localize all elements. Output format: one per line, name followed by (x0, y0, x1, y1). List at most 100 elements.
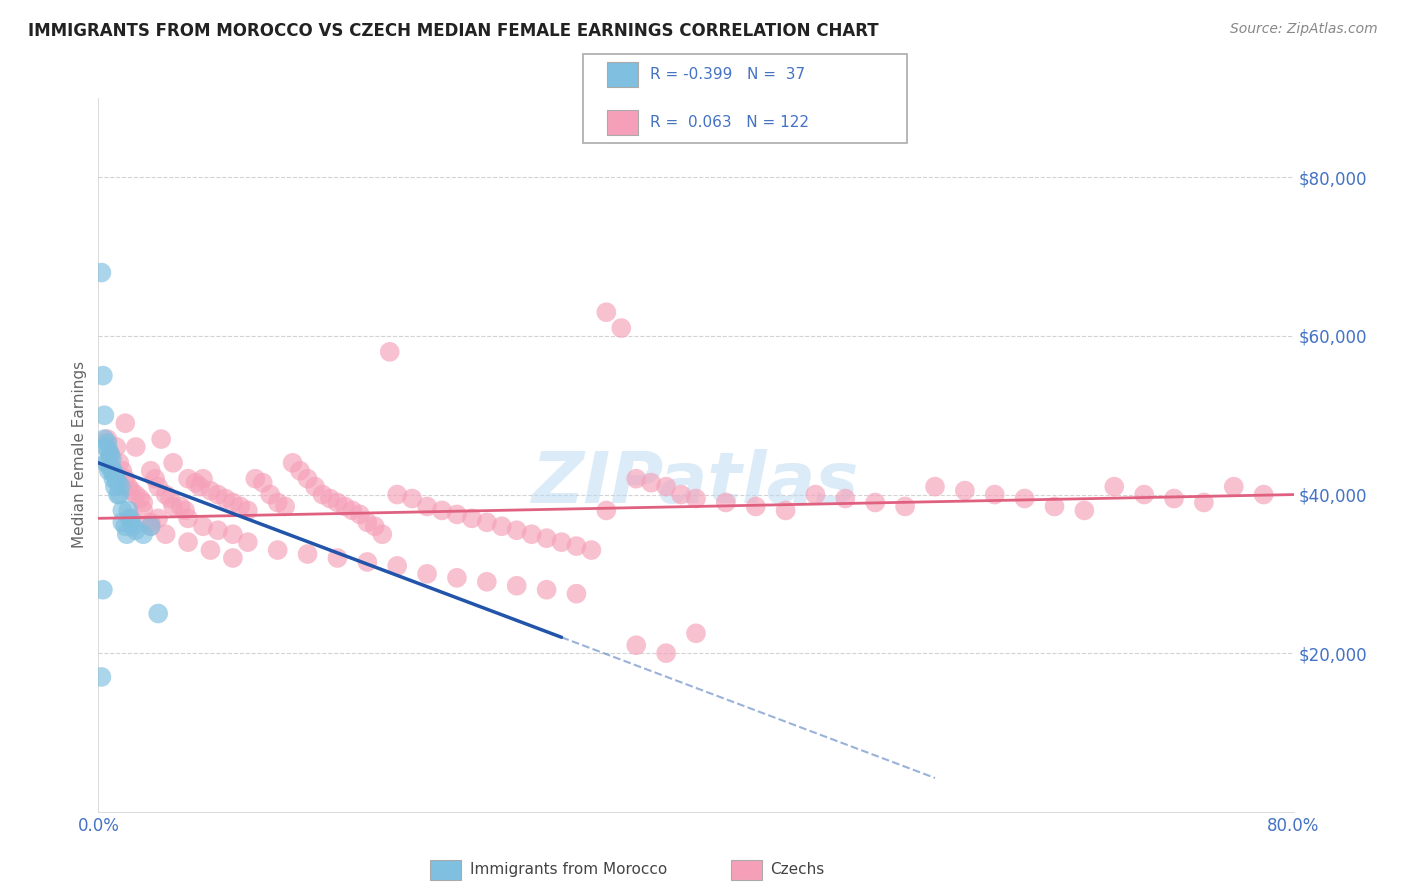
Point (685, 626, 707, 640)
Point (162, 500, 184, 514)
Point (378, 344, 401, 359)
Point (184, 475, 207, 490)
Point (162, 456, 184, 470)
Point (111, 503, 134, 517)
Point (222, 495, 245, 509)
Point (120, 511, 142, 525)
Point (148, 511, 170, 525)
Point (1163, 491, 1185, 506)
Point (191, 472, 214, 486)
Point (401, 491, 423, 506)
Point (304, 480, 326, 494)
Point (90, 670, 112, 684)
Point (108, 456, 131, 470)
Text: ZIPatlas: ZIPatlas (533, 449, 859, 518)
Point (1223, 480, 1246, 494)
Point (155, 487, 177, 501)
Point (236, 535, 259, 549)
Point (97, 444, 120, 458)
Point (139, 516, 162, 530)
Point (506, 523, 529, 537)
Point (581, 543, 603, 558)
Point (349, 508, 371, 522)
Point (105, 472, 128, 486)
Point (132, 503, 155, 517)
Point (430, 503, 453, 517)
Point (1133, 487, 1156, 501)
Point (114, 472, 136, 486)
Text: Czechs: Czechs (770, 863, 825, 877)
Point (326, 495, 349, 509)
Point (356, 555, 378, 569)
Text: IMMIGRANTS FROM MOROCCO VS CZECH MEDIAN FEMALE EARNINGS CORRELATION CHART: IMMIGRANTS FROM MOROCCO VS CZECH MEDIAN … (28, 22, 879, 40)
Point (93, 432, 115, 446)
Point (1043, 500, 1066, 514)
Point (94, 440, 117, 454)
Point (191, 519, 214, 533)
Point (104, 467, 127, 482)
Point (953, 483, 976, 498)
Point (200, 483, 222, 498)
Point (745, 500, 768, 514)
Point (222, 527, 245, 541)
Point (297, 472, 319, 486)
Point (188, 480, 211, 494)
Point (669, 487, 692, 501)
Point (984, 487, 1007, 501)
Point (125, 440, 148, 454)
Point (177, 535, 200, 549)
Point (207, 487, 229, 501)
Point (446, 571, 468, 585)
Point (319, 491, 342, 506)
Text: Source: ZipAtlas.com: Source: ZipAtlas.com (1230, 22, 1378, 37)
Point (139, 464, 162, 478)
Point (117, 480, 139, 494)
Point (91, 368, 114, 383)
Point (90, 266, 112, 280)
Point (245, 472, 267, 486)
Point (177, 472, 200, 486)
Point (446, 508, 468, 522)
Point (385, 487, 409, 501)
Point (96, 456, 118, 470)
Point (94, 456, 117, 470)
Point (1253, 487, 1275, 501)
Point (1014, 491, 1036, 506)
Point (114, 416, 136, 430)
Text: Immigrants from Morocco: Immigrants from Morocco (470, 863, 666, 877)
Point (139, 519, 162, 533)
Y-axis label: Median Female Earnings: Median Female Earnings (72, 361, 87, 549)
Point (111, 464, 134, 478)
Text: R =  0.063   N = 122: R = 0.063 N = 122 (650, 115, 808, 129)
Point (804, 487, 827, 501)
Point (288, 464, 311, 478)
Point (491, 519, 513, 533)
Point (100, 448, 122, 462)
Point (129, 491, 152, 506)
Point (356, 516, 378, 530)
Point (685, 491, 707, 506)
Point (416, 500, 439, 514)
Point (229, 500, 252, 514)
Point (159, 491, 181, 506)
Point (97, 464, 120, 478)
Point (267, 543, 290, 558)
Point (924, 480, 946, 494)
Point (311, 487, 333, 501)
Point (139, 519, 162, 533)
Point (103, 464, 125, 478)
Point (207, 523, 229, 537)
Point (274, 500, 297, 514)
Point (103, 464, 125, 478)
Point (222, 551, 245, 566)
Point (416, 566, 439, 581)
Point (148, 480, 170, 494)
Point (775, 503, 797, 517)
Point (200, 543, 222, 558)
Point (108, 487, 131, 501)
Point (297, 547, 319, 561)
Point (121, 519, 143, 533)
Point (610, 321, 633, 335)
Point (655, 646, 678, 660)
Point (177, 511, 200, 525)
